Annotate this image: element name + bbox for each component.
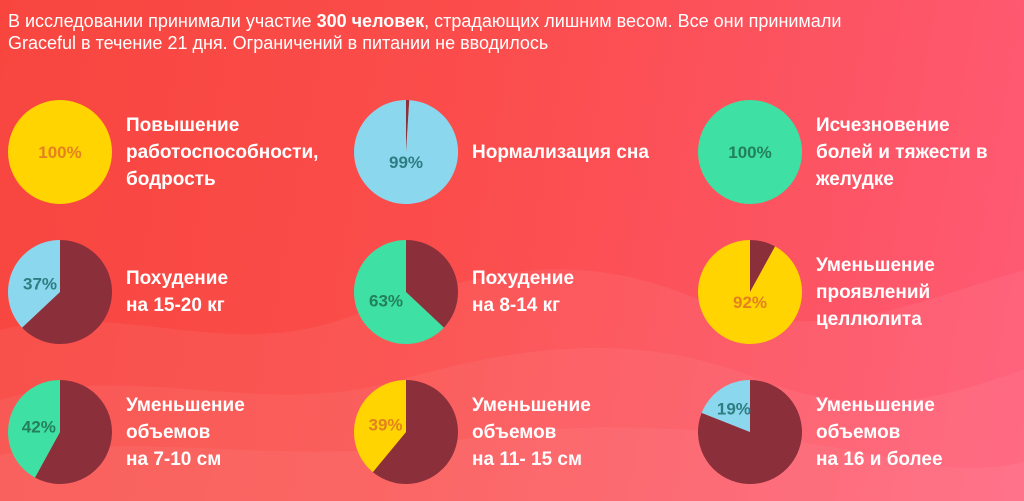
pie-slice-remainder xyxy=(406,99,410,152)
pie-caption-line: на 15-20 кг xyxy=(126,295,225,316)
pie-chart: 39% xyxy=(353,380,458,484)
pie-chart: 92% xyxy=(698,240,803,344)
pie-slice-value xyxy=(7,380,60,478)
pie-slice-value xyxy=(698,100,802,204)
pie-percent-label: 42% xyxy=(22,418,56,437)
pie-slice-remainder xyxy=(697,380,802,484)
intro-part2: , страдающих лишним весом. Все они прини… xyxy=(424,11,842,31)
pie-caption: Нормализация сна xyxy=(472,139,682,166)
pie-chart-item: 39% Уменьшение объемов на 11- 15 см xyxy=(353,380,684,490)
pie-slice-remainder xyxy=(372,380,458,484)
pie-caption: Похудение на 8-14 кг xyxy=(472,265,682,319)
pie-caption-line: Уменьшение xyxy=(472,394,591,416)
pie-slice-value xyxy=(701,380,750,432)
pie-slice-remainder xyxy=(34,380,112,484)
pie-caption: Похудение на 15-20 кг xyxy=(126,265,336,319)
pie-caption: Уменьшение объемов на 16 и более xyxy=(816,392,1024,473)
pie-slice-value xyxy=(354,100,459,204)
pie-slice-value xyxy=(7,240,61,328)
pie-caption-line: бодрость xyxy=(126,168,216,190)
pie-slice-remainder xyxy=(22,240,112,344)
pie-caption-line: Повышение xyxy=(126,114,240,136)
pie-percent-label: 37% xyxy=(23,274,57,293)
pie-chart: 100% xyxy=(8,100,112,204)
pie-caption-line: Похудение xyxy=(472,268,575,289)
pie-caption: Исчезновение болей и тяжести в желудке xyxy=(816,112,1024,193)
pie-caption-line: Уменьшение xyxy=(816,254,935,276)
pie-caption-line: проявлений xyxy=(816,281,931,303)
intro-part1: В исследовании принимали участие xyxy=(8,11,317,31)
pie-chart: 42% xyxy=(7,380,112,484)
pie-slice-value xyxy=(698,240,803,344)
pie-caption-line: Уменьшение xyxy=(126,394,245,416)
pie-caption-line: объемов xyxy=(816,421,901,443)
intro-line2: Graceful в течение 21 дня. Ограничений в… xyxy=(8,33,549,53)
pie-caption-line: работоспособности, xyxy=(126,141,319,163)
pie-chart: 37% xyxy=(7,240,112,344)
pie-caption-line: Похудение xyxy=(126,268,229,289)
pie-chart: 100% xyxy=(698,100,802,204)
pie-caption: Повышение работоспособности, бодрость xyxy=(126,112,336,193)
pie-slice-remainder xyxy=(406,240,459,328)
pie-chart: 63% xyxy=(354,240,459,344)
pie-slice-remainder xyxy=(750,240,776,292)
pie-chart-item: 42% Уменьшение объемов на 7-10 см xyxy=(7,380,338,490)
pie-caption-line: объемов xyxy=(126,421,211,443)
pie-caption-line: на 16 и более xyxy=(816,448,943,470)
pie-chart-item: 100% Исчезновение болей и тяжести в желудке xyxy=(698,100,1024,210)
pie-caption-line: болей и тяжести в xyxy=(816,141,988,163)
pie-chart-item: 19% Уменьшение объемов на 16 и более xyxy=(697,380,1024,490)
pie-slice-value xyxy=(353,380,406,473)
pie-caption: Уменьшение объемов на 7-10 см xyxy=(126,392,336,473)
pie-percent-label: 100% xyxy=(728,143,771,162)
pie-percent-label: 63% xyxy=(369,292,403,311)
pie-slice-value xyxy=(8,100,112,204)
pie-caption-line: Уменьшение xyxy=(816,394,935,416)
pie-percent-label: 100% xyxy=(38,143,81,162)
pie-caption: Уменьшение проявлений целлюлита xyxy=(816,252,1024,333)
pie-chart: 99% xyxy=(354,99,459,204)
pie-percent-label: 99% xyxy=(389,153,423,172)
pie-chart-item: 99% Нормализация сна xyxy=(354,99,684,210)
pie-caption: Уменьшение объемов на 11- 15 см xyxy=(472,392,682,473)
pie-percent-label: 19% xyxy=(717,399,751,418)
pie-caption-line: желудке xyxy=(816,168,894,190)
pie-caption-line: Нормализация сна xyxy=(472,141,649,163)
pie-chart-item: 92% Уменьшение проявлений целлюлита xyxy=(698,240,1024,350)
pie-caption-line: Исчезновение xyxy=(816,114,950,136)
pie-chart-item: 37% Похудение на 15-20 кг xyxy=(7,240,338,350)
intro-text: В исследовании принимали участие 300 чел… xyxy=(8,10,1018,54)
pie-chart-item: 63% Похудение на 8-14 кг xyxy=(354,240,684,350)
pie-chart: 19% xyxy=(697,380,802,484)
pie-caption-line: на 11- 15 см xyxy=(472,448,583,470)
pie-percent-label: 92% xyxy=(733,293,767,312)
pie-percent-label: 39% xyxy=(368,416,402,435)
pie-caption-line: на 7-10 см xyxy=(126,448,222,470)
intro-bold: 300 человек xyxy=(316,11,425,31)
pie-slice-value xyxy=(354,240,444,344)
pie-caption-line: на 8-14 кг xyxy=(472,295,561,316)
pie-chart-item: 100% Повышение работоспособности, бодрость xyxy=(8,100,338,210)
pie-caption-line: целлюлита xyxy=(816,308,922,330)
pie-caption-line: объемов xyxy=(472,421,557,443)
